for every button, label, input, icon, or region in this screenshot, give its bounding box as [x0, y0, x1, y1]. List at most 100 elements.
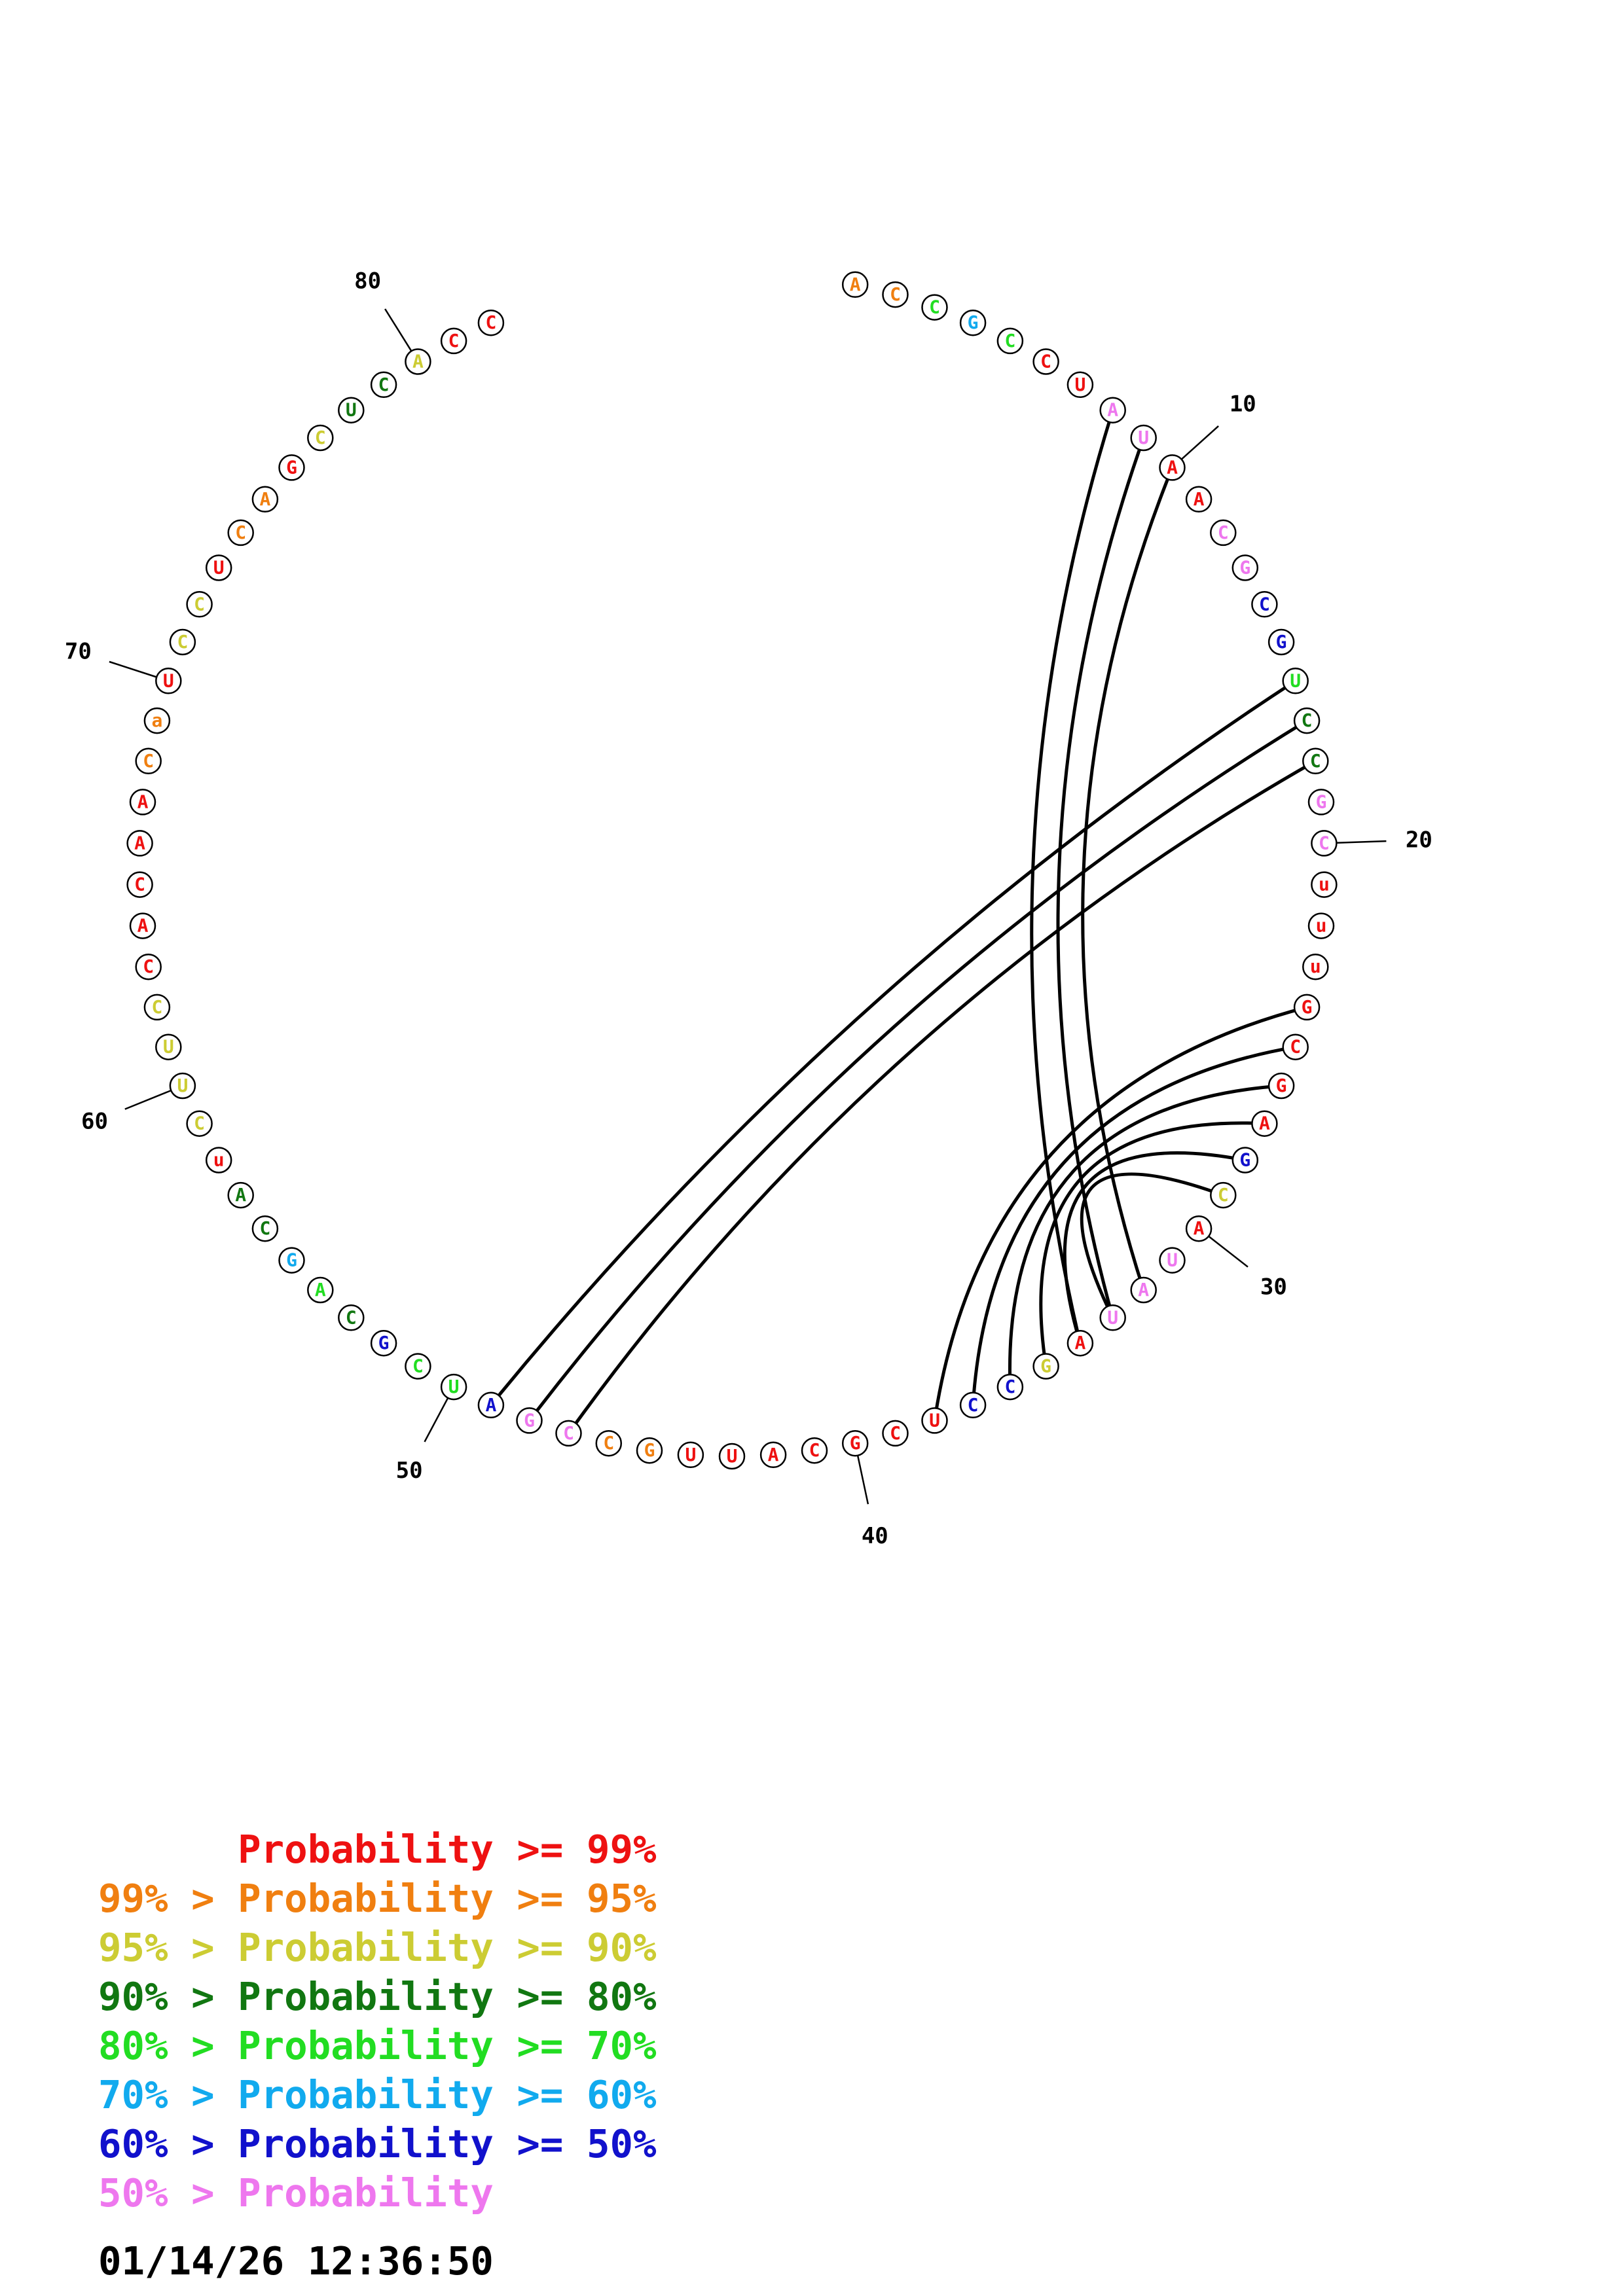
nucleotide-circle: [1067, 1329, 1094, 1357]
nucleotide-letter: C: [315, 427, 326, 448]
nucleotide-letter: U: [448, 1376, 460, 1397]
nucleotide-letter: C: [1218, 1184, 1229, 1206]
nucleotide-letter: C: [259, 1217, 270, 1239]
nucleotide: C: [996, 327, 1024, 355]
nucleotide: A: [759, 1441, 787, 1469]
nucleotide-circle: [921, 1407, 948, 1434]
nucleotide-letter: C: [151, 996, 162, 1018]
nucleotide-letter: A: [1259, 1113, 1270, 1134]
nucleotide: G: [278, 1247, 305, 1274]
nucleotide-ring: A CCGCCUAUAACGCGUCCGCuuuGCGAGCAUAUAGCCUCG…: [126, 271, 1338, 1470]
nucleotide: u: [1311, 871, 1338, 898]
nucleotide-circle: [155, 1033, 182, 1060]
nucleotide-letter: U: [213, 557, 225, 579]
nucleotide-letter: A: [134, 832, 145, 853]
nucleotide-circle: [370, 371, 397, 399]
nucleotide-circle: [959, 309, 987, 336]
pair-arc: [971, 1045, 1296, 1405]
nucleotide-circle: [370, 1329, 397, 1357]
nucleotide-circle: [1267, 628, 1295, 656]
nucleotide-letter: C: [143, 750, 154, 772]
nucleotide-circle: [1130, 424, 1157, 452]
nucleotide-circle: [1159, 454, 1186, 481]
nucleotide-letter: C: [1259, 593, 1270, 615]
nucleotide-circle: [1302, 747, 1329, 775]
nucleotide: U: [677, 1441, 704, 1469]
position-label: 70: [65, 639, 92, 665]
nucleotide-circle: [959, 1391, 987, 1419]
nucleotide-circle: [1231, 554, 1259, 581]
nucleotide: A: [841, 271, 869, 298]
nucleotide-letter: U: [163, 1036, 174, 1058]
nucleotide-circle: [307, 1276, 334, 1304]
nucleotide-letter: A: [1194, 1217, 1205, 1239]
nucleotide-circle: [205, 1147, 232, 1174]
nucleotide: U: [1099, 1304, 1126, 1331]
nucleotide-letter: U: [163, 670, 174, 691]
nucleotide-circle: [1293, 994, 1321, 1021]
nucleotide: A: [1067, 1329, 1094, 1357]
probability-legend: Probability >= 99% 99% > Probability >= 9…: [98, 1825, 657, 2217]
nucleotide: C: [143, 994, 171, 1021]
nucleotide: U: [718, 1443, 746, 1470]
nucleotide: G: [1267, 628, 1295, 656]
nucleotide-letter: u: [1310, 956, 1321, 977]
nucleotide-circle: [227, 519, 254, 547]
nucleotide-circle: [996, 1373, 1024, 1401]
nucleotide: G: [1293, 994, 1321, 1021]
nucleotide-letter: C: [194, 1113, 205, 1134]
pair-arcs: [489, 409, 1317, 1435]
position-tick: [1208, 1235, 1249, 1268]
nucleotide-circle: [1185, 486, 1213, 513]
position-label: 60: [81, 1108, 108, 1134]
nucleotide-letter: A: [315, 1279, 326, 1300]
nucleotide-circle: [129, 912, 156, 939]
nucleotide: U: [921, 1407, 948, 1434]
legend-entry: Probability >= 99%: [98, 1827, 657, 1872]
nucleotide-letter: U: [346, 399, 357, 421]
nucleotide: A: [129, 789, 156, 816]
legend-entry: 70% > Probability >= 60%: [98, 2072, 657, 2117]
nucleotide: G: [959, 309, 987, 336]
nucleotide-letter: C: [968, 1394, 979, 1416]
nucleotide-circle: [205, 554, 232, 581]
pair-arc: [1056, 437, 1146, 1318]
position-label: 80: [354, 268, 381, 295]
nucleotide-letter: C: [134, 874, 145, 895]
nucleotide-circle: [882, 281, 909, 308]
nucleotide: U: [169, 1072, 196, 1100]
nucleotide: C: [135, 747, 162, 775]
nucleotide: C: [1210, 1181, 1237, 1209]
nucleotide-letter: U: [1107, 1306, 1118, 1328]
nucleotide: C: [1302, 747, 1329, 775]
nucleotide: C: [1210, 519, 1237, 547]
nucleotide-circle: [477, 1391, 505, 1419]
nucleotide: C: [921, 294, 948, 321]
nucleotide: U: [205, 554, 232, 581]
nucleotide-circle: [677, 1441, 704, 1469]
nucleotide-letter: C: [890, 1422, 901, 1444]
nucleotide-letter: A: [1138, 1279, 1149, 1300]
nucleotide-letter: C: [1310, 750, 1321, 772]
nucleotide-circle: [1032, 348, 1059, 375]
nucleotide: C: [186, 1110, 213, 1137]
nucleotide: C: [440, 327, 467, 355]
nucleotide-circle: [405, 348, 431, 375]
nucleotide-circle: [169, 628, 196, 656]
nucleotide: a: [143, 707, 171, 734]
nucleotide-letter: A: [412, 351, 424, 372]
nucleotide-letter: G: [1040, 1355, 1051, 1377]
nucleotide: G: [1231, 1147, 1259, 1174]
nucleotide: G: [370, 1329, 397, 1357]
nucleotide-letter: G: [1276, 1075, 1287, 1096]
nucleotide: A: [307, 1276, 334, 1304]
nucleotide-circle: [1159, 1247, 1186, 1274]
nucleotide-circle: [1267, 1072, 1295, 1100]
nucleotide: C: [555, 1420, 582, 1447]
position-tick: [384, 308, 412, 352]
nucleotide-circle: [477, 309, 505, 336]
position-label: 30: [1260, 1274, 1287, 1300]
legend-entry: 60% > Probability >= 50%: [98, 2121, 657, 2166]
nucleotide-letter: C: [448, 330, 460, 351]
